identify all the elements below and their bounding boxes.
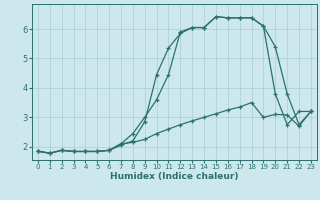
X-axis label: Humidex (Indice chaleur): Humidex (Indice chaleur) [110, 172, 239, 181]
